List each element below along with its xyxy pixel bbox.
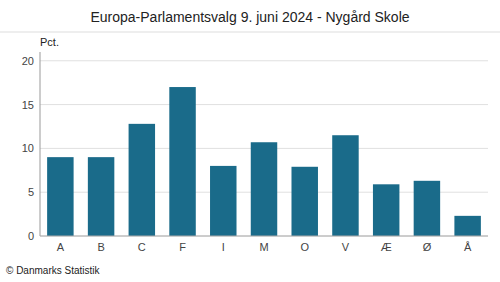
x-tick-label: V	[342, 241, 350, 253]
x-tick-label: O	[300, 241, 309, 253]
x-tick-label: Æ	[381, 241, 392, 253]
grid-line	[40, 236, 488, 237]
bar	[169, 87, 195, 236]
bar	[210, 166, 236, 236]
bar	[291, 167, 317, 236]
y-tick-label: 15	[22, 99, 34, 111]
grid-line	[40, 104, 488, 105]
x-tick-label: C	[138, 241, 146, 253]
bars	[47, 87, 481, 236]
bar	[414, 181, 440, 236]
x-tick-label: M	[259, 241, 268, 253]
title-rule	[0, 32, 500, 33]
bar	[129, 124, 155, 236]
x-tick-label: F	[179, 241, 186, 253]
x-tick-label: B	[97, 241, 104, 253]
y-tick-label: 20	[22, 55, 34, 67]
x-tick-label: Å	[464, 241, 472, 253]
y-axis-label: Pct.	[40, 36, 59, 48]
bar	[373, 184, 399, 236]
y-tick-label: 5	[28, 186, 34, 198]
x-tick-label: A	[57, 241, 65, 253]
title: Europa-Parlamentsvalg 9. juni 2024 - Nyg…	[90, 9, 409, 25]
bar	[332, 135, 358, 236]
bar	[88, 157, 114, 236]
x-tick-label: I	[222, 241, 225, 253]
y-tick-label: 10	[22, 142, 34, 154]
bar	[454, 216, 480, 236]
grid-line	[40, 60, 488, 61]
y-tick-label: 0	[28, 230, 34, 242]
chart-container: Europa-Parlamentsvalg 9. juni 2024 - Nyg…	[0, 0, 500, 282]
y-axis-line	[40, 52, 41, 236]
x-axis-line	[40, 236, 488, 237]
chart: Europa-Parlamentsvalg 9. juni 2024 - Nyg…	[0, 0, 500, 282]
footer: © Danmarks Statistik	[6, 265, 101, 276]
bar	[251, 142, 277, 236]
grid	[40, 61, 488, 236]
x-tick-label: Ø	[423, 241, 432, 253]
bar	[47, 157, 73, 236]
